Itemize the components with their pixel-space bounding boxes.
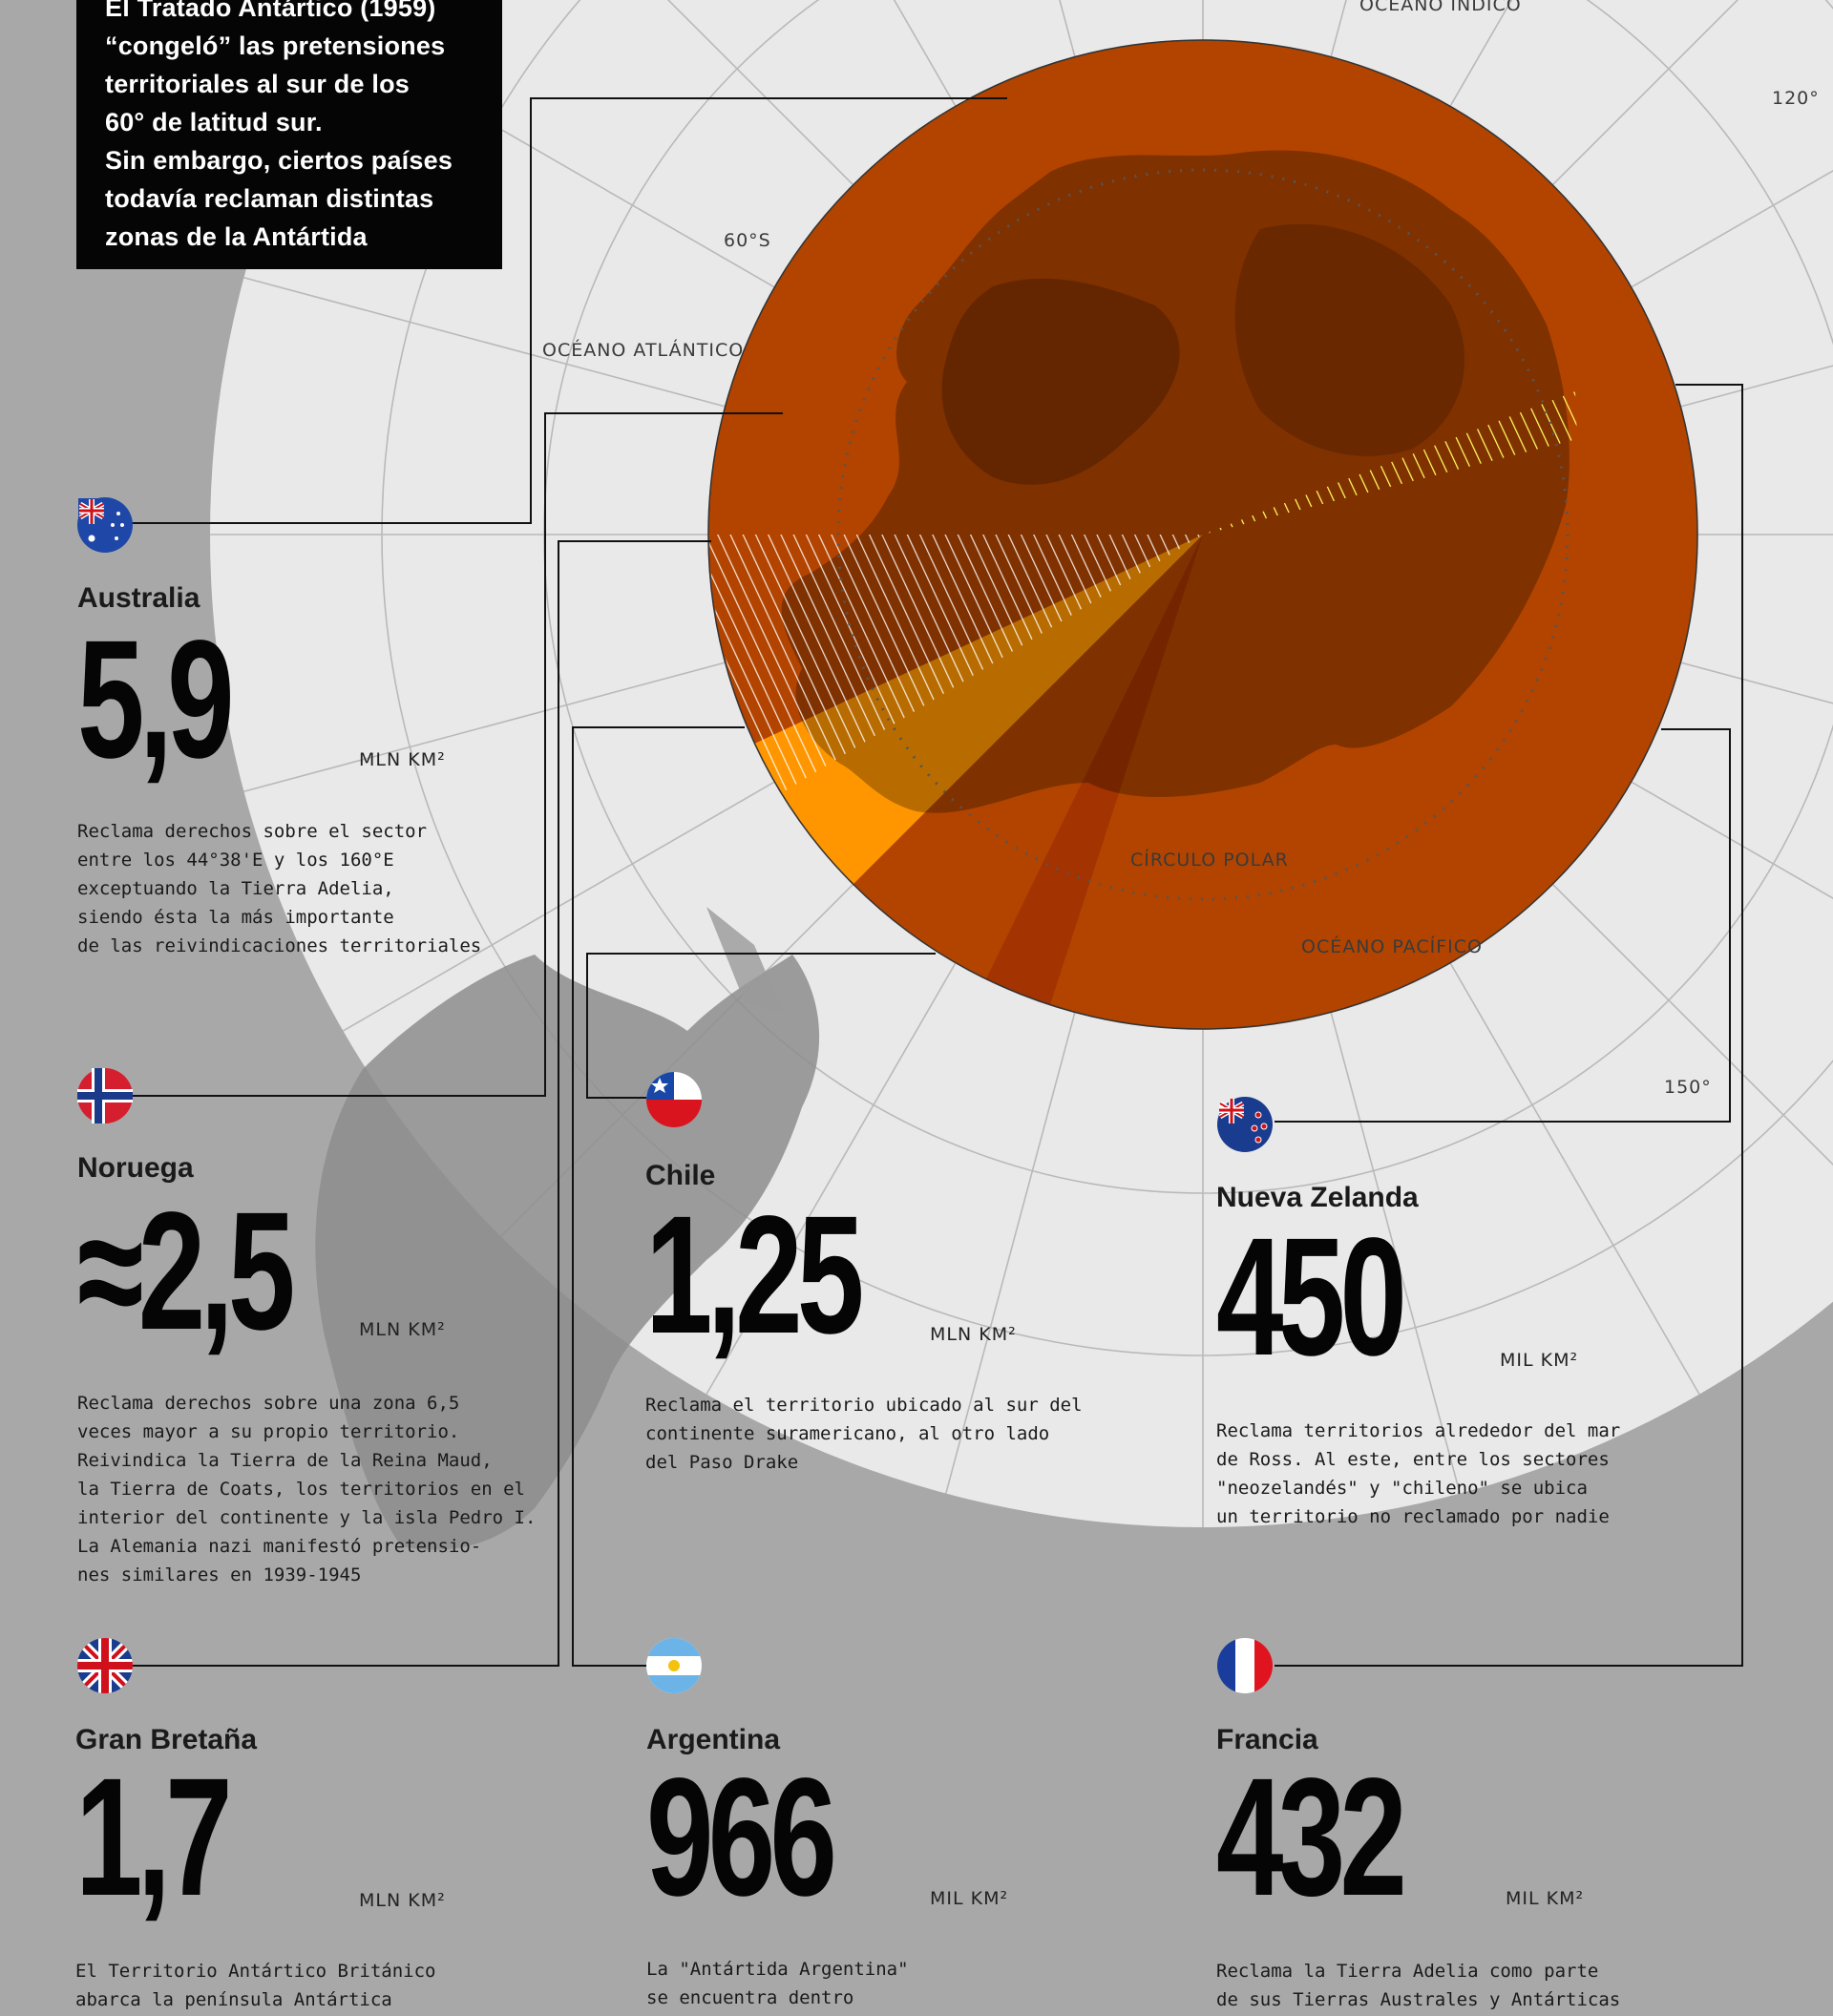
claim-unit: MLN KM² (930, 1324, 1017, 1345)
polar-circle (836, 168, 1570, 901)
claim-unit: MLN KM² (359, 1890, 446, 1911)
overlap-hatch (709, 535, 1203, 792)
country-name: Chile (645, 1160, 716, 1191)
country-name: Argentina (646, 1724, 781, 1755)
label-pacific-ocean: OCÉANO PACÍFICO (1301, 936, 1483, 957)
intro-line: El Tratado Antártico (1959) (105, 0, 436, 22)
chile-flag-icon (646, 1072, 702, 1127)
claim-value: 450 (1216, 1204, 1407, 1391)
claim-description: Reclama derechos sobre una zona 6,5 vece… (77, 1393, 537, 1586)
leader-australia (129, 97, 1007, 524)
label-polar-circle: CÍRCULO POLAR (1130, 850, 1289, 871)
intro-line: todavía reclaman distintas (105, 184, 434, 213)
claim-value: 1,7 (75, 1744, 233, 1931)
intro-line: 60° de latitud sur. (105, 108, 323, 136)
sector-chile-overlap (708, 40, 1698, 1030)
claim-value: 966 (646, 1744, 837, 1931)
norway-flag-icon (77, 1068, 133, 1124)
intro-line: “congeló” las pretensiones (105, 32, 446, 60)
country-name: Gran Bretaña (75, 1724, 258, 1755)
leader-chile (586, 953, 936, 1099)
leader-gb (129, 540, 711, 1667)
label-120: 120° (1772, 88, 1820, 109)
claim-unit: MLN KM² (359, 1319, 446, 1340)
country-name: Nueva Zelanda (1216, 1182, 1419, 1213)
claim-unit: MLN KM² (359, 749, 446, 770)
claim-value: 5,9 (77, 606, 235, 793)
claims-ring (707, 39, 1698, 1030)
claim-description: Reclama derechos sobre el sector entre l… (77, 821, 482, 956)
intro-box: El Tratado Antártico (1959) “congeló” la… (76, 0, 502, 269)
label-150: 150° (1664, 1077, 1712, 1098)
label-atlantic-ocean: OCÉANO ATLÁNTICO (542, 340, 745, 361)
intro-line: zonas de la Antártida (105, 222, 368, 251)
claim-description: La "Antártida Argentina" se encuentra de… (646, 1959, 909, 2008)
argentina-flag-icon (646, 1638, 702, 1693)
claim-description: Reclama la Tierra Adelia como parte de s… (1216, 1961, 1621, 2010)
australia-flag-icon (77, 497, 133, 553)
label-indian-ocean: OCÉANO ÍNDICO (1359, 0, 1522, 15)
leader-france (1275, 384, 1743, 1667)
new-zealand-flag-icon (1217, 1097, 1273, 1152)
intro-line: territoriales al sur de los (105, 70, 411, 98)
country-name: Francia (1216, 1724, 1318, 1755)
claim-description: Reclama territorios alrededor del mar de… (1216, 1420, 1621, 1527)
country-name: Noruega (77, 1152, 194, 1184)
intro-line: Sin embargo, ciertos países (105, 146, 453, 175)
uk-flag-icon (77, 1638, 133, 1693)
france-flag-icon (1217, 1638, 1273, 1693)
claim-value: 432 (1216, 1744, 1407, 1931)
claim-value: ≈2,5 (77, 1178, 295, 1365)
claim-unit: MIL KM² (1506, 1888, 1585, 1909)
label-60s: 60°S (724, 230, 771, 251)
claim-unit: MIL KM² (930, 1888, 1009, 1909)
claim-description: Reclama el territorio ubicado al sur del… (645, 1395, 1083, 1473)
claim-description: El Territorio Antártico Británico abarca… (75, 1961, 436, 2010)
australia-hatch (1203, 391, 1577, 535)
country-name: Australia (77, 582, 200, 614)
peninsula-land (706, 907, 783, 1012)
leader-argentina (572, 726, 745, 1667)
claim-unit: MIL KM² (1500, 1350, 1579, 1371)
claim-value: 1,25 (645, 1182, 864, 1369)
leader-norway (129, 412, 783, 1097)
leader-new-zealand (1275, 728, 1731, 1123)
